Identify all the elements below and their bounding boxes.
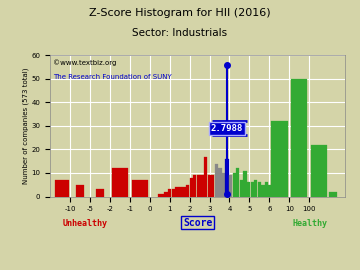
Bar [271,121,288,197]
Bar [225,159,229,197]
Bar [179,187,182,197]
Bar [200,175,204,197]
X-axis label: Score: Score [183,218,212,228]
Bar [254,180,257,197]
Bar [261,185,265,197]
Bar [96,190,104,197]
Bar [158,194,166,197]
Bar [193,175,197,197]
Bar [183,187,186,197]
Bar [175,187,179,197]
Bar [132,180,148,197]
Bar [236,168,239,197]
Text: 2.7988: 2.7988 [211,124,243,133]
Bar [55,180,69,197]
Bar [243,171,247,197]
Bar [251,183,254,197]
Bar [265,183,268,197]
Text: Z-Score Histogram for HII (2016): Z-Score Histogram for HII (2016) [89,8,271,18]
Bar [240,180,243,197]
Bar [190,178,193,197]
Text: Unhealthy: Unhealthy [63,219,108,228]
Bar [197,175,200,197]
Bar [291,79,307,197]
Bar [211,175,215,197]
Bar [168,190,171,197]
Bar [172,190,175,197]
Text: ©www.textbiz.org: ©www.textbiz.org [53,60,117,66]
Bar [207,175,211,197]
Y-axis label: Number of companies (573 total): Number of companies (573 total) [22,68,29,184]
Bar [269,185,272,197]
Bar [222,173,225,197]
Bar [233,173,236,197]
Bar [329,192,337,197]
Bar [112,168,128,197]
Text: Sector: Industrials: Sector: Industrials [132,28,228,38]
Bar [186,185,189,197]
Bar [204,157,207,197]
Text: Healthy: Healthy [292,219,327,228]
Bar [311,145,327,197]
Text: The Research Foundation of SUNY: The Research Foundation of SUNY [53,74,172,80]
Bar [229,175,232,197]
Bar [76,185,84,197]
Bar [218,168,221,197]
Bar [247,183,250,197]
Bar [258,183,261,197]
Bar [215,164,218,197]
Bar [165,192,168,197]
